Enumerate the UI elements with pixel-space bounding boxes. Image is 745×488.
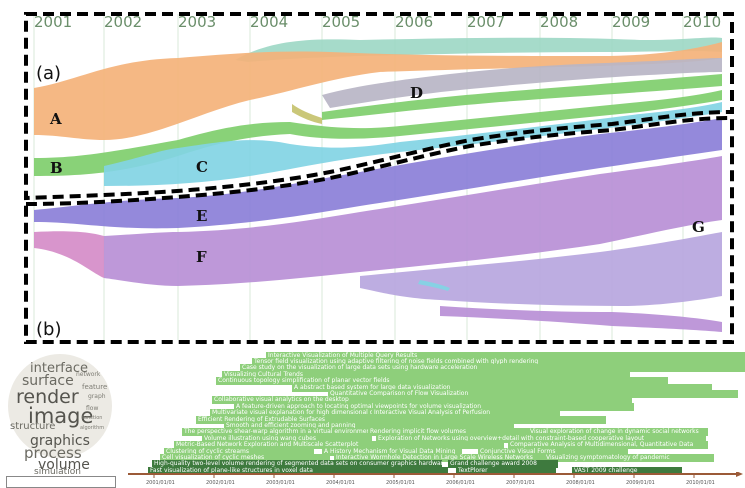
document-bar[interactable]: Comparative Analysis of Multidimensional…	[508, 441, 708, 450]
axis-tick-label: 2004/01/01	[326, 480, 355, 486]
axis-tick-label: 2001/01/01	[146, 480, 175, 486]
axis-tick-label: 2006/01/01	[446, 480, 475, 486]
stream-cyan-C[interactable]	[104, 102, 722, 186]
axis-tick-label: 2008/01/01	[566, 480, 595, 486]
word-cloud-background	[8, 354, 112, 458]
document-bar[interactable]: Visualizing symptomatology of pandemic	[544, 454, 714, 462]
axis-tick-label: 2009/01/01	[626, 480, 655, 486]
document-bar[interactable]: Cell visualization of cyclic meshes	[160, 454, 330, 462]
document-bar[interactable]: Quantitative Comparison of Flow Visualiz…	[328, 390, 738, 398]
stream-violet-F[interactable]	[104, 156, 722, 286]
stream-green-upper[interactable]	[322, 74, 722, 120]
document-timeline-panel[interactable]: Interactive Visualization of Multiple Qu…	[124, 348, 745, 488]
topic-flow-visualization[interactable]: 2001 2002 2003 2004 2005 2006 2007 2008 2009 2010…	[0, 0, 745, 348]
cloud-word[interactable]: image	[28, 404, 94, 428]
stream-pink-F[interactable]	[34, 231, 104, 278]
cloud-search-box[interactable]	[6, 476, 116, 488]
stream-lavender-G[interactable]	[360, 232, 722, 306]
axis-tick-label: 2007/01/01	[506, 480, 535, 486]
stream-violet-lower[interactable]	[440, 306, 722, 332]
document-bar[interactable]: A feature-driven approach to locating op…	[234, 402, 634, 411]
document-bar[interactable]: Interactive Wormhole Detection in Large …	[334, 454, 544, 462]
document-bar[interactable]: Visual exploration of change in dynamic …	[528, 428, 708, 437]
stream-green-B[interactable]	[34, 90, 722, 176]
document-bar[interactable]: High-quality two-level volume rendering …	[152, 460, 442, 469]
document-bar[interactable]: Collaborative visual analytics on the de…	[212, 396, 632, 405]
cloud-word[interactable]: function	[82, 415, 103, 421]
document-bar[interactable]: Fast visualization of plane-like structu…	[148, 466, 448, 475]
stream-olive[interactable]	[292, 104, 322, 124]
topic-label-a: A	[49, 110, 62, 128]
document-bar[interactable]: Tensor field visualization using adaptiv…	[252, 358, 745, 366]
topic-label-b: B	[50, 159, 63, 177]
year-label: 2005	[322, 13, 360, 31]
cloud-word[interactable]: process	[24, 444, 82, 462]
cloud-word[interactable]: graph	[88, 393, 106, 400]
year-label: 2001	[34, 13, 72, 31]
year-label: 2008	[540, 13, 578, 31]
year-label: 2004	[250, 13, 288, 31]
cloud-word[interactable]: surface	[22, 373, 74, 389]
topic-label-f: F	[196, 248, 207, 266]
cloud-word[interactable]: interface	[30, 361, 88, 376]
year-label: 2010	[683, 13, 721, 31]
document-bar[interactable]: Continuous topology simplification of pl…	[216, 377, 668, 386]
stream-cyan-small[interactable]	[418, 280, 450, 291]
region-b-outline	[24, 115, 734, 344]
selection-outlines	[24, 12, 734, 344]
axis-tick-label: 2010/01/01	[686, 480, 715, 486]
year-label: 2009	[612, 13, 650, 31]
document-bar[interactable]: Rendering implicit flow volumes	[368, 428, 498, 437]
document-bar[interactable]: Visualizing Cultural Trends	[222, 370, 630, 379]
topic-label-c: C	[196, 158, 208, 176]
cloud-word[interactable]: feature	[82, 383, 108, 391]
topic-label-e: E	[196, 207, 207, 225]
year-label: 2007	[467, 13, 505, 31]
panel-label-a: (a)	[36, 63, 61, 84]
topic-label-d: D	[410, 84, 423, 102]
cloud-word[interactable]: flow	[86, 405, 99, 412]
document-bar[interactable]: Exploration of Networks using overview+d…	[376, 434, 706, 443]
cloud-word[interactable]: structure	[10, 421, 56, 432]
cloud-word[interactable]: algorithm	[80, 425, 105, 431]
stream-purple-E[interactable]	[34, 118, 722, 229]
document-bar[interactable]: Metric-Based Network Exploration and Mul…	[174, 441, 504, 450]
axis-arrow-icon	[736, 472, 743, 477]
document-bar[interactable]: Smooth and efficient zooming and panning	[224, 422, 514, 430]
document-bar[interactable]: Volume illustration using wang cubes	[202, 434, 372, 443]
stream-gray-D[interactable]	[322, 58, 722, 108]
year-label: 2003	[178, 13, 216, 31]
time-axis[interactable]: 2001/01/01 2002/01/01 2003/01/01 2004/01/01…	[124, 472, 744, 488]
year-axis: 2001 2002 2003 2004 2005 2006 2007 2008 2009 2010	[34, 13, 721, 31]
topic-streams[interactable]	[34, 37, 722, 332]
panel-label-b: (b)	[36, 319, 61, 340]
document-bar[interactable]: Interactive Visual Analysis of Perfusion…	[372, 409, 492, 418]
document-bar[interactable]: A abstract based system for large data v…	[292, 383, 712, 392]
document-bar[interactable]: TextPlorer	[456, 466, 556, 475]
year-label: 2002	[104, 13, 142, 31]
cloud-word[interactable]: render	[16, 386, 79, 408]
document-bar[interactable]: A History Mechanism for Visual Data Mini…	[322, 447, 462, 456]
cloud-word[interactable]: volume	[38, 457, 90, 473]
document-bar[interactable]: Case study on the visualization of large…	[240, 364, 745, 373]
axis-tick-label: 2005/01/01	[386, 480, 415, 486]
document-bar[interactable]: Conjunctive Visual Forms	[478, 447, 628, 456]
document-bar[interactable]: Efficient Rendering of Extrudable Surfac…	[196, 415, 606, 424]
document-bar[interactable]: Interactive Visualization of Multiple Qu…	[266, 351, 745, 360]
document-panel-area: interface surface render image structure grap…	[0, 348, 745, 488]
cloud-word[interactable]: graphics	[30, 433, 90, 449]
axis-tick-label: 2002/01/01	[206, 480, 235, 486]
year-label: 2006	[395, 13, 433, 31]
cloud-word[interactable]: simulation	[34, 467, 81, 477]
word-cloud[interactable]: interface surface render image structure grap…	[2, 350, 118, 488]
region-a-outline	[24, 12, 734, 201]
axis-tick-label: 2003/01/01	[266, 480, 295, 486]
document-bar[interactable]: Clustering of cyclic streams	[164, 447, 314, 456]
cloud-word[interactable]: network	[76, 371, 101, 378]
topic-label-g: G	[692, 218, 705, 236]
topic-labels: A B C D E F G	[49, 84, 705, 266]
document-bar[interactable]: Grand challenge award 2008	[448, 460, 558, 469]
document-bar[interactable]: VAST 2009 challenge	[572, 466, 682, 475]
